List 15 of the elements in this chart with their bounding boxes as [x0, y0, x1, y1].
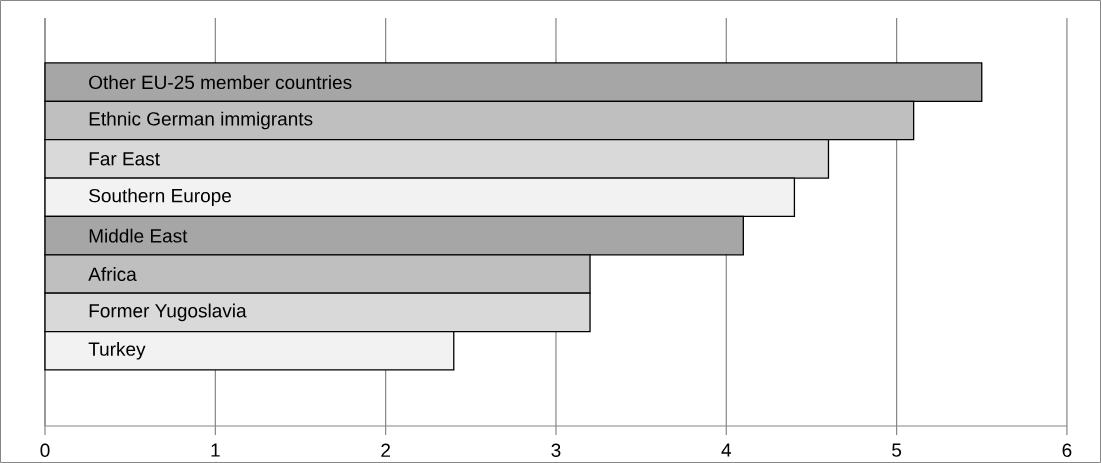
y-tick-label: Turkey: [88, 341, 146, 360]
x-tick-label: 5: [892, 443, 902, 457]
x-tick-label: 3: [551, 443, 561, 457]
y-tick-label: Middle East: [89, 228, 188, 243]
x-tick-label: 4: [721, 443, 732, 457]
y-tick-label: Southern Europe: [89, 188, 231, 206]
y-tick-label: Far East: [89, 152, 160, 166]
x-tick-label: 6: [1062, 443, 1072, 457]
x-tick-label: 1: [211, 443, 220, 457]
y-tick-label: Ethnic German immigrants: [89, 111, 313, 130]
y-tick-label: Other EU-25 member countries: [89, 74, 352, 89]
y-tick-label: Africa: [88, 266, 137, 281]
x-tick-label: 2: [381, 443, 390, 457]
y-tick-label: Former Yugoslavia: [89, 303, 247, 322]
x-tick-label: 0: [40, 443, 50, 457]
